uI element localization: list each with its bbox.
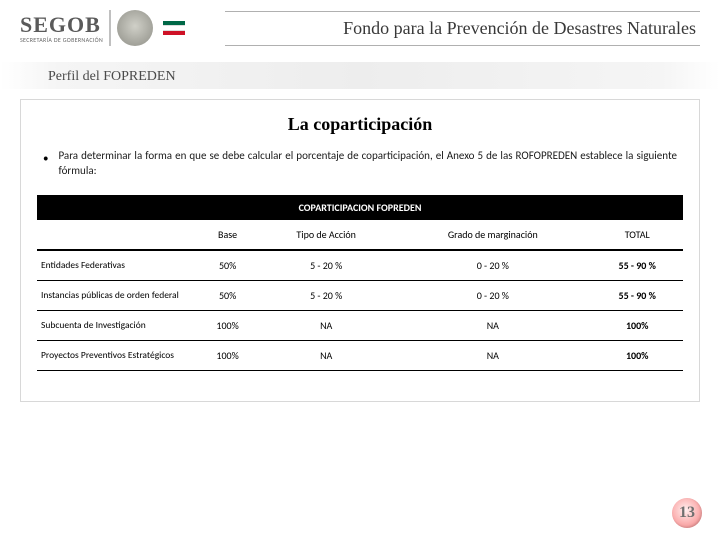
row-label: Subcuenta de Investigación <box>37 310 197 340</box>
cell-tipo: NA <box>258 340 394 370</box>
cell-tipo: 5 - 20 % <box>258 250 394 281</box>
row-label: Instancias públicas de orden federal <box>37 280 197 310</box>
bullet-marker: • <box>43 149 48 179</box>
col-empty <box>37 220 197 250</box>
cell-grado: 0 - 20 % <box>394 280 591 310</box>
slide-title: La coparticipación <box>37 114 683 135</box>
cell-base: 100% <box>197 310 258 340</box>
bullet-row: • Para determinar la forma en que se deb… <box>37 149 683 195</box>
slide-header: SEGOB SECRETARÍA DE GOBERNACIÓN Fondo pa… <box>0 0 720 54</box>
row-label: Entidades Federativas <box>37 250 197 281</box>
header-rule-top <box>225 11 700 12</box>
subheader-band: Perfil del FOPREDEN <box>0 62 720 89</box>
cell-tipo: NA <box>258 310 394 340</box>
table-row: Entidades Federativas 50% 5 - 20 % 0 - 2… <box>37 250 683 281</box>
subheader-text: Perfil del FOPREDEN <box>48 69 176 84</box>
header-rule-bottom <box>225 45 700 46</box>
header-title-block: Fondo para la Prevención de Desastres Na… <box>185 11 700 46</box>
cell-total: 55 - 90 % <box>591 250 683 281</box>
logo-divider <box>109 10 111 46</box>
cell-total: 100% <box>591 340 683 370</box>
col-grado: Grado de marginación <box>394 220 591 250</box>
header-title: Fondo para la Prevención de Desastres Na… <box>343 18 700 43</box>
bullet-text: Para determinar la forma en que se debe … <box>58 149 677 179</box>
table-banner: COPARTICIPACION FOPREDEN <box>37 195 683 220</box>
cell-base: 100% <box>197 340 258 370</box>
page-number: 13 <box>679 504 695 522</box>
cell-base: 50% <box>197 250 258 281</box>
cell-grado: NA <box>394 310 591 340</box>
logo-block: SEGOB SECRETARÍA DE GOBERNACIÓN <box>20 10 185 46</box>
table-header-row: Base Tipo de Acción Grado de marginación… <box>37 220 683 250</box>
cell-total: 100% <box>591 310 683 340</box>
flag-icon <box>163 21 185 35</box>
row-label: Proyectos Preventivos Estratégicos <box>37 340 197 370</box>
logo-subtitle: SECRETARÍA DE GOBERNACIÓN <box>20 36 103 44</box>
cell-total: 55 - 90 % <box>591 280 683 310</box>
coparticipacion-table: COPARTICIPACION FOPREDEN Base Tipo de Ac… <box>37 195 683 371</box>
col-base: Base <box>197 220 258 250</box>
seal-icon <box>117 10 153 46</box>
table-body: Entidades Federativas 50% 5 - 20 % 0 - 2… <box>37 250 683 371</box>
cell-grado: 0 - 20 % <box>394 250 591 281</box>
logo-text-group: SEGOB SECRETARÍA DE GOBERNACIÓN <box>20 12 103 44</box>
table-row: Subcuenta de Investigación 100% NA NA 10… <box>37 310 683 340</box>
content-box: La coparticipación • Para determinar la … <box>20 99 700 402</box>
cell-base: 50% <box>197 280 258 310</box>
cell-tipo: 5 - 20 % <box>258 280 394 310</box>
page-number-badge: 13 <box>672 498 702 528</box>
logo-main: SEGOB <box>20 12 103 38</box>
cell-grado: NA <box>394 340 591 370</box>
col-total: TOTAL <box>591 220 683 250</box>
table-row: Instancias públicas de orden federal 50%… <box>37 280 683 310</box>
table-row: Proyectos Preventivos Estratégicos 100% … <box>37 340 683 370</box>
col-tipo: Tipo de Acción <box>258 220 394 250</box>
